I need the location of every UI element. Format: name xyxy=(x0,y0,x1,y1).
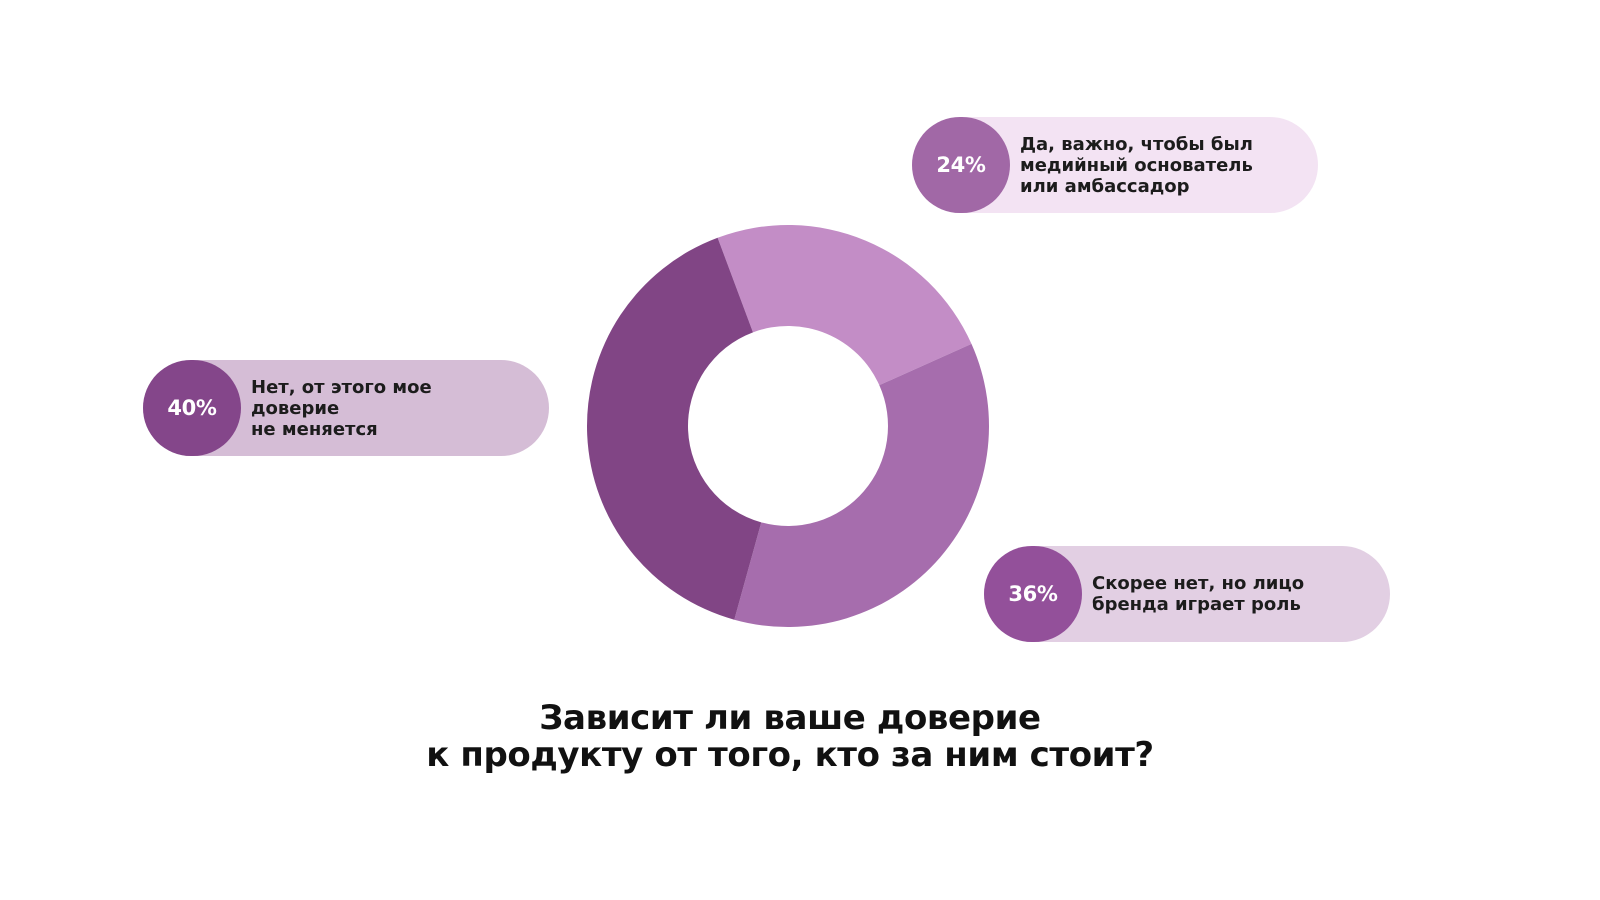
legend-value-24: 24% xyxy=(912,117,1010,213)
donut-slice-24pct xyxy=(717,225,972,386)
legend-value-36: 36% xyxy=(984,546,1082,642)
legend-label-yes-important: Да, важно, чтобы был медийный основатель… xyxy=(1020,133,1253,197)
donut-slice-40pct xyxy=(587,237,762,620)
legend-value-40: 40% xyxy=(143,360,241,456)
donut-slice-36pct xyxy=(734,343,989,627)
legend-item-yes-important: 24% Да, важно, чтобы был медийный основа… xyxy=(912,117,1318,213)
legend-item-no: 40% Нет, от этого мое доверие не меняетс… xyxy=(143,360,549,456)
chart-title: Зависит ли ваше доверие к продукту от то… xyxy=(426,698,1154,775)
legend-label-rather-no: Скорее нет, но лицо бренда играет роль xyxy=(1092,573,1305,615)
legend-label-no: Нет, от этого мое доверие не меняется xyxy=(251,376,432,440)
legend-item-rather-no: 36% Скорее нет, но лицо бренда играет ро… xyxy=(984,546,1390,642)
